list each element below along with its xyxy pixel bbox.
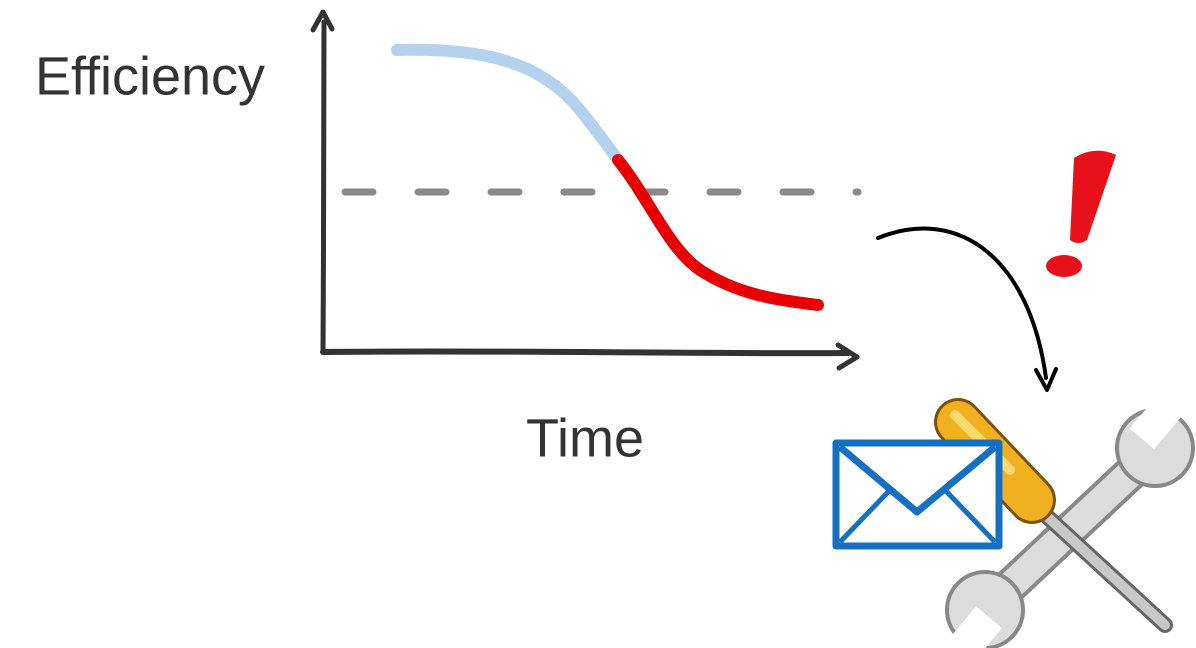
x-axis <box>320 348 851 357</box>
x-axis-label: Time <box>526 408 644 468</box>
flow-arrow-head <box>1034 367 1058 392</box>
exclamation-bar <box>1070 150 1116 243</box>
curve-normal <box>391 43 624 166</box>
y-axis <box>320 19 327 355</box>
y-axis-label: Efficiency <box>35 46 265 106</box>
y-axis-arrow <box>310 9 335 33</box>
curve-alert <box>612 154 824 311</box>
x-axis-arrow <box>835 342 860 371</box>
flow-arrow <box>876 226 1048 380</box>
envelope-icon <box>832 439 1003 550</box>
axes <box>310 9 860 371</box>
exclamation-dot <box>1046 255 1082 277</box>
